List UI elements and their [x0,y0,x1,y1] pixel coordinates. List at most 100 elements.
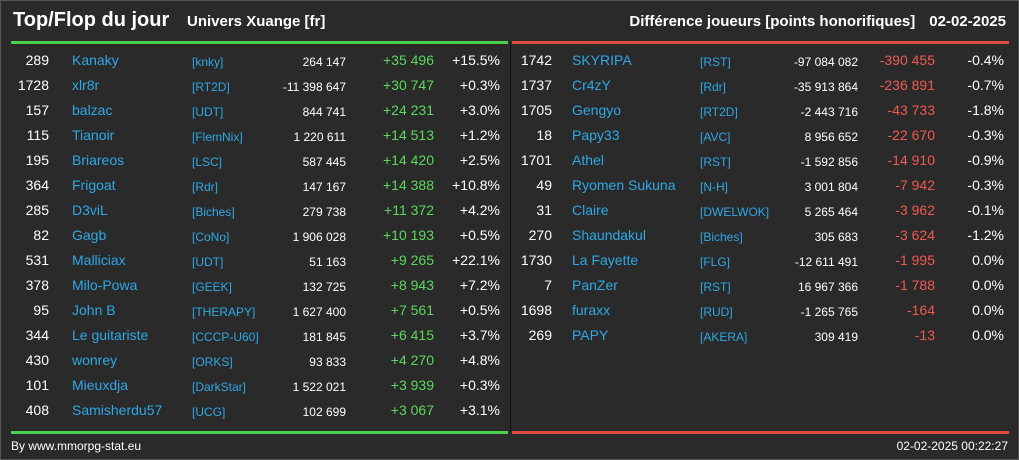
points-cell: -1 592 856 [800,155,858,169]
player-name-link[interactable]: Claire [572,202,609,218]
player-name-link[interactable]: xlr8r [72,77,100,93]
flop-row: 49 Ryomen Sukuna [N-H] 3 001 804 -7 942 -0.3% [512,172,1018,197]
alliance-tag-link[interactable]: [GEEK] [192,280,233,294]
alliance-tag-link[interactable]: [RT2D] [192,80,230,94]
player-name-link[interactable]: Cr4zY [572,77,611,93]
player-name-link[interactable]: Mieuxdja [72,377,129,393]
player-name-link[interactable]: Shaundakul [572,227,646,243]
alliance-tag-link[interactable]: [DarkStar] [192,380,247,394]
diff-cell: -164 [906,302,935,318]
diff-cell: +35 496 [383,52,434,68]
diff-cell: -236 891 [879,77,935,93]
player-name-link[interactable]: SKYRIPA [572,52,632,68]
alliance-tag-link[interactable]: [THERAPY] [192,305,256,319]
player-name-link[interactable]: furaxx [572,302,611,318]
diff-cell: +8 943 [390,277,434,293]
alliance-tag-link[interactable]: [AKERA] [700,330,748,344]
flop-row: 7 PanZer [RST] 16 967 366 -1 788 0.0% [512,272,1018,297]
flop-row: 1705 Gengyo [RT2D] -2 443 716 -43 733 -1.8% [512,97,1018,122]
alliance-tag-link[interactable]: [N-H] [700,180,728,194]
player-name-link[interactable]: John B [72,302,116,318]
player-name-link[interactable]: Kanaky [72,52,119,68]
alliance-tag-link[interactable]: [AVC] [700,130,731,144]
player-name-link[interactable]: Malliciax [72,252,126,268]
percent-cell: -0.1% [967,202,1004,218]
alliance-tag-link[interactable]: [RST] [700,280,731,294]
diff-cell: -22 670 [887,127,935,143]
rank-cell: 7 [544,277,552,293]
top-row: 285 D3viL [Biches] 279 738 +11 372 +4.2% [1,197,510,222]
points-cell: 51 163 [309,255,346,269]
alliance-tag-link[interactable]: [RUD] [700,305,733,319]
percent-cell: +3.7% [459,327,500,343]
player-name-link[interactable]: Samisherdu57 [72,402,163,418]
rank-cell: 49 [536,177,552,193]
percent-cell: +2.5% [459,152,500,168]
alliance-tag-link[interactable]: [CCCP-U60] [192,330,259,344]
top-row: 1728 xlr8r [RT2D] -11 398 647 +30 747 +0.3% [1,72,510,97]
top-row: 378 Milo-Powa [GEEK] 132 725 +8 943 +7.2% [1,272,510,297]
player-name-link[interactable]: D3viL [72,202,108,218]
diff-cell: -1 995 [895,252,935,268]
percent-cell: +4.8% [459,352,500,368]
points-cell: 1 220 611 [293,130,347,144]
metric-label: Différence joueurs [points honorifiques] [629,13,916,30]
percent-cell: +3.0% [459,102,500,118]
player-name-link[interactable]: PAPY [572,327,609,343]
rank-cell: 31 [536,202,552,218]
player-name-link[interactable]: Briareos [72,152,125,168]
points-cell: 1 906 028 [292,230,346,244]
points-cell: -11 398 647 [282,80,346,94]
percent-cell: 0.0% [972,327,1004,343]
player-name-link[interactable]: Frigoat [72,177,116,193]
percent-cell: +3.1% [459,402,500,418]
top-row: 344 Le guitariste [CCCP-U60] 181 845 +6 415 +… [1,322,510,347]
alliance-tag-link[interactable]: [knky] [192,55,224,69]
player-name-link[interactable]: balzac [72,102,113,118]
percent-cell: +0.5% [459,227,500,243]
player-name-link[interactable]: PanZer [572,277,618,293]
alliance-tag-link[interactable]: [RST] [700,55,731,69]
player-name-link[interactable]: La Fayette [572,252,639,268]
alliance-tag-link[interactable]: [DWELWOK] [700,205,770,219]
diff-cell: -7 942 [895,177,935,193]
generated-timestamp: 02-02-2025 00:22:27 [896,439,1008,453]
alliance-tag-link[interactable]: [UCG] [192,405,226,419]
player-name-link[interactable]: Gagb [72,227,107,243]
rank-cell: 430 [25,352,49,368]
rank-cell: 101 [25,377,49,393]
points-cell: 844 741 [302,105,346,119]
percent-cell: 0.0% [972,277,1004,293]
alliance-tag-link[interactable]: [CoNo] [192,230,230,244]
alliance-tag-link[interactable]: [FlemNix] [192,130,243,144]
player-name-link[interactable]: Gengyo [572,102,622,118]
alliance-tag-link[interactable]: [ORKS] [192,355,233,369]
percent-cell: +0.3% [459,77,500,93]
player-name-link[interactable]: Papy33 [572,127,620,143]
top-row: 101 Mieuxdja [DarkStar] 1 522 021 +3 939 +0.3… [1,372,510,397]
player-name-link[interactable]: Athel [572,152,604,168]
alliance-tag-link[interactable]: [Rdr] [700,80,727,94]
alliance-tag-link[interactable]: [RST] [700,155,731,169]
alliance-tag-link[interactable]: [UDT] [192,105,224,119]
rank-cell: 1705 [520,102,552,118]
alliance-tag-link[interactable]: [UDT] [192,255,224,269]
player-name-link[interactable]: Ryomen Sukuna [572,177,676,193]
player-name-link[interactable]: wonrey [72,352,118,368]
player-name-link[interactable]: Milo-Powa [72,277,138,293]
alliance-tag-link[interactable]: [Biches] [192,205,235,219]
alliance-tag-link[interactable]: [RT2D] [700,105,738,119]
source-credit[interactable]: By www.mmorpg-stat.eu [11,439,142,453]
points-cell: 305 683 [814,230,858,244]
alliance-tag-link[interactable]: [LSC] [192,155,223,169]
alliance-tag-link[interactable]: [FLG] [700,255,731,269]
player-name-link[interactable]: Le guitariste [72,327,149,343]
rank-cell: 1737 [520,77,552,93]
alliance-tag-link[interactable]: [Biches] [700,230,743,244]
universe-label: Univers Xuange [fr] [187,13,326,30]
flop-row: 269 PAPY [AKERA] 309 419 -13 0.0% [512,322,1018,347]
alliance-tag-link[interactable]: [Rdr] [192,180,219,194]
points-cell: 3 001 804 [804,180,858,194]
diff-cell: +14 420 [383,152,434,168]
player-name-link[interactable]: Tianoir [72,127,115,143]
